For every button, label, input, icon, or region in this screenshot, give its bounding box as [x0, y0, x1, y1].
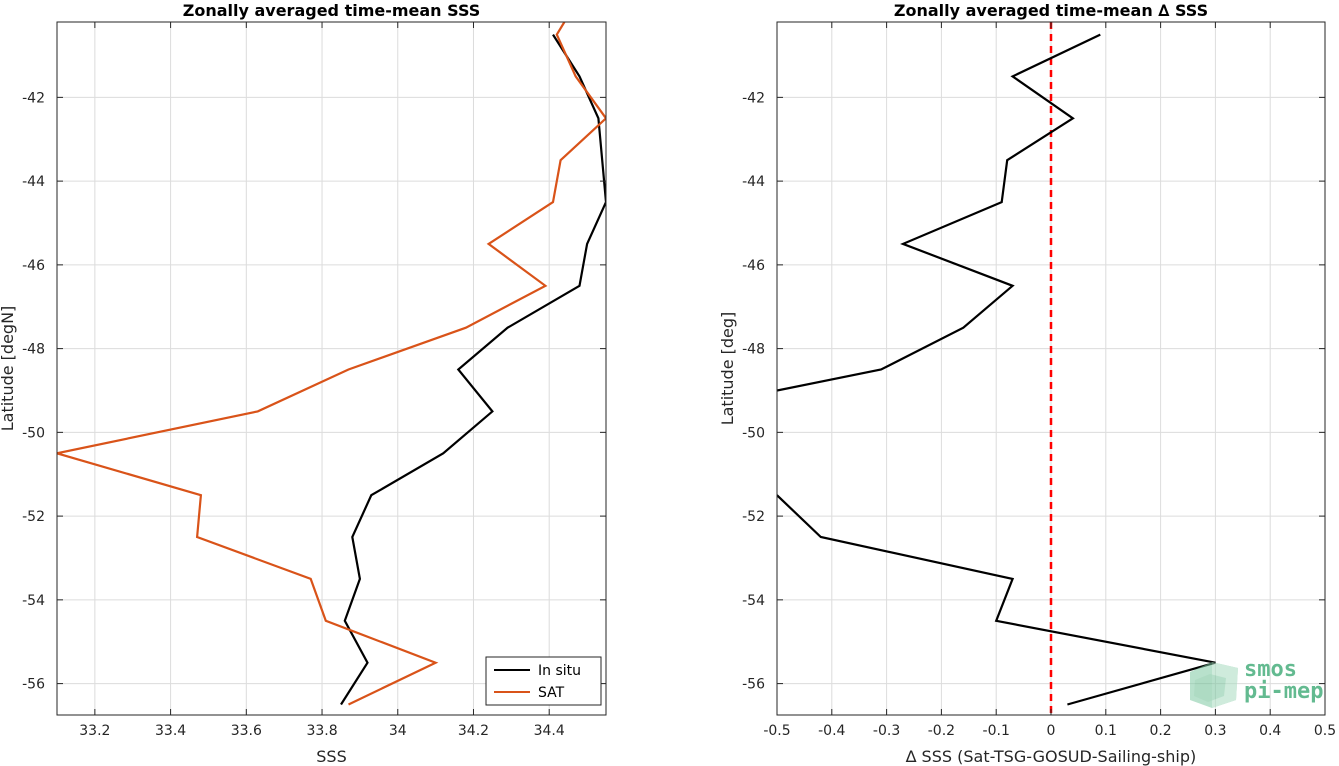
legend: In situ SAT — [485, 656, 602, 706]
y-tick-label: -54 — [742, 593, 765, 609]
chart-title: Zonally averaged time-mean SSS — [183, 1, 481, 20]
delta-sss-panel: -0.5 -0.4 -0.3 -0.2 -0.1 0 0.1 0.2 0.3 0.4 0.5 -56 -… — [718, 1, 1336, 766]
series-line-in-situ — [340, 34, 606, 706]
y-tick-label: -56 — [22, 677, 45, 693]
plot-lines — [777, 33, 1216, 706]
x-tick-label: 0.4 — [1259, 723, 1281, 739]
y-tick-label: -42 — [742, 90, 765, 106]
y-tick-label: -46 — [742, 258, 765, 274]
y-tick-label: -42 — [22, 90, 45, 106]
x-tick-label: -0.3 — [873, 723, 900, 739]
y-axis-label: Latitude [degN] — [0, 306, 17, 432]
x-axis-label: ∆ SSS (Sat-TSG-GOSUD-Sailing-ship) — [905, 747, 1196, 766]
x-tick-label: 33.4 — [155, 723, 186, 739]
x-tick-label: 0.2 — [1149, 723, 1171, 739]
x-tick-label: -0.5 — [763, 723, 790, 739]
tick-labels: 33.2 33.4 33.6 33.8 34 34.2 34.4 -56 -54 -52 -50 -4… — [22, 22, 606, 739]
x-tick-label: 0.5 — [1314, 723, 1336, 739]
y-tick-label: -56 — [742, 677, 765, 693]
x-tick-label: 0.1 — [1095, 723, 1117, 739]
y-tick-label: -44 — [742, 174, 765, 190]
y-tick-label: -50 — [742, 425, 765, 441]
smos-pi-mep-logo — [1190, 662, 1238, 708]
x-tick-label: -0.2 — [928, 723, 955, 739]
x-axis-label: SSS — [316, 747, 346, 766]
x-tick-label: 0.3 — [1204, 723, 1226, 739]
series-line-delta-sss — [777, 33, 1101, 392]
x-tick-label: 34 — [389, 723, 407, 739]
chart-title: Zonally averaged time-mean ∆ SSS — [894, 1, 1208, 20]
x-tick-label: -0.1 — [983, 723, 1010, 739]
y-tick-label: -48 — [742, 342, 765, 358]
watermark-text-smos: smos — [1244, 657, 1297, 682]
tick-labels: -0.5 -0.4 -0.3 -0.2 -0.1 0 0.1 0.2 0.3 0.4 0.5 -56 -… — [742, 22, 1336, 739]
x-tick-label: 33.6 — [231, 723, 262, 739]
series-line-delta-sss — [777, 494, 1216, 706]
y-tick-label: -52 — [742, 509, 765, 525]
x-tick-label: 33.8 — [306, 723, 337, 739]
y-tick-label: -50 — [22, 425, 45, 441]
legend-box — [485, 656, 602, 706]
legend-label-sat: SAT — [538, 685, 565, 701]
y-axis-label: Latitude [deg] — [718, 312, 737, 426]
grid — [57, 22, 606, 715]
legend-label-in-situ: In situ — [538, 663, 581, 679]
axes-frame — [56, 21, 607, 716]
x-tick-label: 33.2 — [79, 723, 110, 739]
x-tick-label: 34.4 — [534, 723, 565, 739]
y-tick-label: -52 — [22, 509, 45, 525]
x-tick-label: 34.2 — [458, 723, 489, 739]
watermark-text-pi-mep: pi-mep — [1244, 679, 1323, 704]
y-tick-label: -54 — [22, 593, 45, 609]
series-line-sat — [57, 22, 606, 706]
sss-panel: 33.2 33.4 33.6 33.8 34 34.2 34.4 -56 -54 -52 -50 -4… — [0, 1, 607, 766]
y-tick-label: -44 — [22, 174, 45, 190]
y-tick-label: -48 — [22, 342, 45, 358]
x-tick-label: 0 — [1047, 723, 1056, 739]
x-tick-label: -0.4 — [818, 723, 845, 739]
y-tick-label: -46 — [22, 258, 45, 274]
plot-lines — [57, 22, 606, 706]
